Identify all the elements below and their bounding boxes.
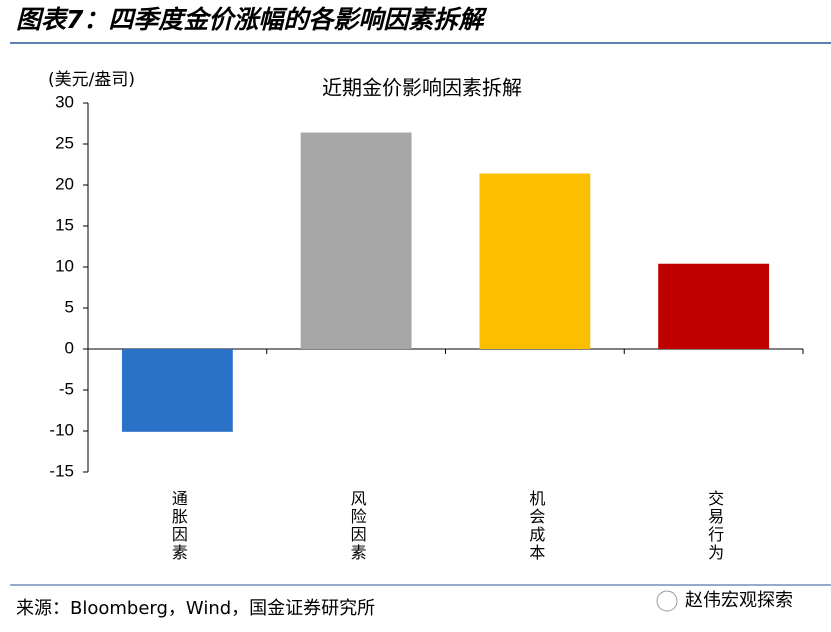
bar	[479, 173, 591, 349]
header-title: 图表7：四季度金价涨幅的各影响因素拆解	[16, 5, 487, 34]
bar	[658, 263, 770, 349]
y-tick-label: -5	[59, 379, 74, 398]
chart-title: 近期金价影响因素拆解	[322, 76, 522, 100]
y-tick-label: 5	[65, 297, 74, 316]
y-tick-label: 20	[55, 174, 74, 193]
y-tick-label: 30	[55, 92, 74, 111]
y-tick-label: 15	[55, 215, 74, 234]
y-tick-label: 10	[55, 256, 74, 275]
watermark-icon	[656, 590, 678, 612]
source: 来源：Bloomberg，Wind，国金证券研究所	[16, 598, 375, 619]
y-tick-label: 0	[65, 338, 74, 357]
x-tick-label: 机会成本	[526, 490, 545, 562]
y-tick-label: -15	[49, 461, 74, 480]
x-tick-label: 交易行为	[705, 490, 724, 562]
bar	[300, 132, 412, 349]
x-tick-label: 通胀因素	[169, 490, 188, 562]
y-tick-label: 25	[55, 133, 74, 152]
y-axis-label: (美元/盎司)	[48, 70, 135, 90]
y-tick-label: -10	[49, 420, 74, 439]
bar	[121, 349, 233, 432]
x-tick-label: 风险因素	[348, 490, 367, 562]
watermark: 赵伟宏观探索	[685, 590, 793, 611]
